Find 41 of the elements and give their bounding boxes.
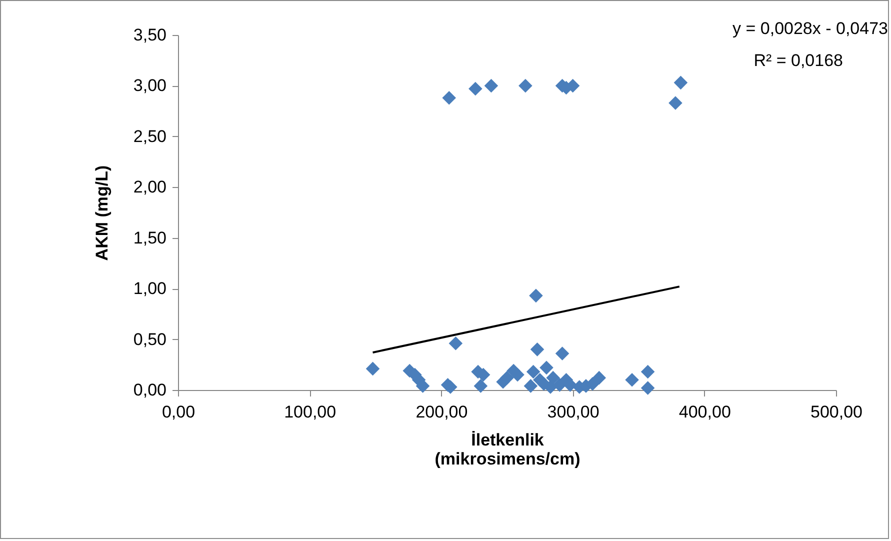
point xyxy=(442,90,456,105)
y-tick-label: 1,50 xyxy=(133,228,166,248)
point xyxy=(674,76,688,90)
point xyxy=(668,96,682,110)
y-tick-label: 2,50 xyxy=(133,126,166,146)
x-tick-label: 400,00 xyxy=(678,402,731,422)
y-axis-title: AKM (mg/L) xyxy=(92,165,112,261)
point xyxy=(484,78,498,93)
point xyxy=(530,342,544,356)
point xyxy=(592,370,606,385)
x-tick-label: 200,00 xyxy=(416,402,468,422)
y-tick-label: 1,00 xyxy=(133,279,166,298)
point xyxy=(529,288,543,303)
y-tick-label: 0,50 xyxy=(133,330,166,349)
y-tick-label: 0,00 xyxy=(133,380,166,400)
point xyxy=(540,360,554,375)
annotation: R² = 0,0168 xyxy=(754,51,843,70)
point xyxy=(518,78,532,93)
x-tick-label: 100,00 xyxy=(284,402,336,422)
point xyxy=(448,336,463,350)
y-tick-label: 3,50 xyxy=(133,26,166,44)
y-tick-label: 3,00 xyxy=(133,76,166,96)
point xyxy=(474,379,488,393)
y-tick-label: 2,00 xyxy=(133,178,166,197)
x-tick-label: 500,00 xyxy=(810,402,862,422)
point xyxy=(555,346,570,360)
x-tick-label: 300,00 xyxy=(547,402,600,422)
x-tick-label: 0,00 xyxy=(162,402,196,422)
point xyxy=(366,362,380,376)
point xyxy=(640,381,655,395)
point xyxy=(526,364,540,379)
annotation: y = 0,0028x - 0,0473 xyxy=(732,19,888,38)
x-axis-title: İletkenlik (mikrosimens/cm) xyxy=(434,430,580,468)
point xyxy=(640,364,655,379)
point xyxy=(416,379,430,393)
point xyxy=(500,370,514,385)
point xyxy=(468,82,482,96)
point xyxy=(510,368,524,382)
point xyxy=(625,372,639,387)
point xyxy=(546,370,560,385)
point xyxy=(524,379,538,393)
